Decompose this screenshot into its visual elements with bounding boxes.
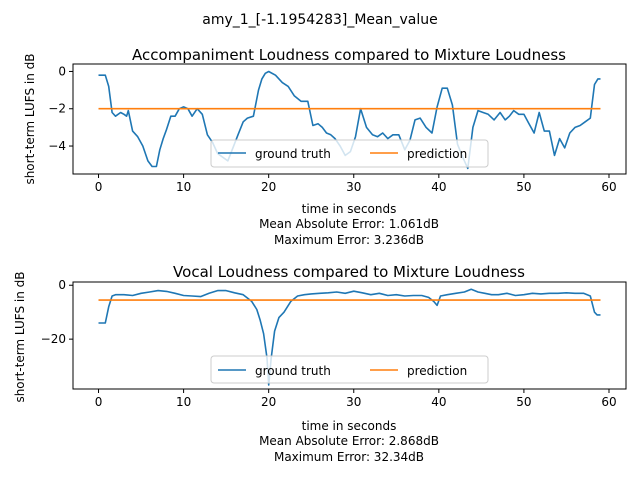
panel-title: Vocal Loudness compared to Mixture Loudn… [173, 263, 525, 281]
y-axis-label: short-term LUFS in dB [13, 271, 27, 402]
x-tick-label: 50 [516, 180, 531, 194]
x-tick-label: 10 [176, 395, 191, 409]
legend-ground-truth-label: ground truth [255, 147, 331, 161]
y-tick-label: 0 [58, 278, 66, 292]
legend-box [210, 355, 489, 384]
accompaniment-panel: Accompaniment Loudness compared to Mixtu… [23, 46, 627, 247]
axis-ticks: 0 10 20 30 40 50 60 0 −2 −4 [48, 64, 616, 194]
legend-prediction-label: prediction [407, 364, 467, 378]
x-tick-label: 60 [601, 180, 616, 194]
y-tick-label: 0 [58, 64, 66, 78]
x-axis-label: time in seconds [302, 202, 397, 216]
x-tick-label: 20 [261, 395, 276, 409]
figure-suptitle: amy_1_[-1.1954283]_Mean_value [202, 12, 437, 28]
x-tick-label: 30 [346, 395, 361, 409]
x-tick-label: 40 [431, 395, 446, 409]
x-tick-label: 20 [261, 180, 276, 194]
vocal-panel: Vocal Loudness compared to Mixture Loudn… [13, 263, 627, 464]
legend-ground-truth-label: ground truth [255, 364, 331, 378]
x-tick-label: 10 [176, 180, 191, 194]
y-axis-label: short-term LUFS in dB [23, 53, 37, 184]
legend-box [210, 139, 489, 168]
mean-error-text: Mean Absolute Error: 1.061dB [259, 217, 439, 231]
series-line-ground-truth [98, 288, 601, 386]
x-axis-label: time in seconds [302, 419, 397, 433]
x-tick-label: 50 [516, 395, 531, 409]
y-tick-label: −20 [41, 332, 66, 346]
x-tick-label: 0 [95, 180, 103, 194]
axes-frame [72, 63, 627, 175]
mean-error-text: Mean Absolute Error: 2.868dB [259, 434, 439, 448]
y-tick-label: −2 [48, 102, 66, 116]
panel-title: Accompaniment Loudness compared to Mixtu… [132, 46, 566, 64]
axes-frame [72, 281, 627, 390]
max-error-text: Maximum Error: 3.236dB [274, 233, 424, 247]
x-tick-label: 60 [601, 395, 616, 409]
axis-ticks: 0 10 20 30 40 50 60 0 −20 [41, 278, 617, 409]
x-tick-label: 0 [95, 395, 103, 409]
legend: ground truth prediction [210, 139, 489, 168]
legend-prediction-label: prediction [407, 147, 467, 161]
plot-area [98, 288, 601, 386]
y-tick-label: −4 [48, 139, 66, 153]
max-error-text: Maximum Error: 32.34dB [274, 450, 424, 464]
x-tick-label: 40 [431, 180, 446, 194]
x-tick-label: 30 [346, 180, 361, 194]
legend: ground truth prediction [210, 355, 489, 384]
